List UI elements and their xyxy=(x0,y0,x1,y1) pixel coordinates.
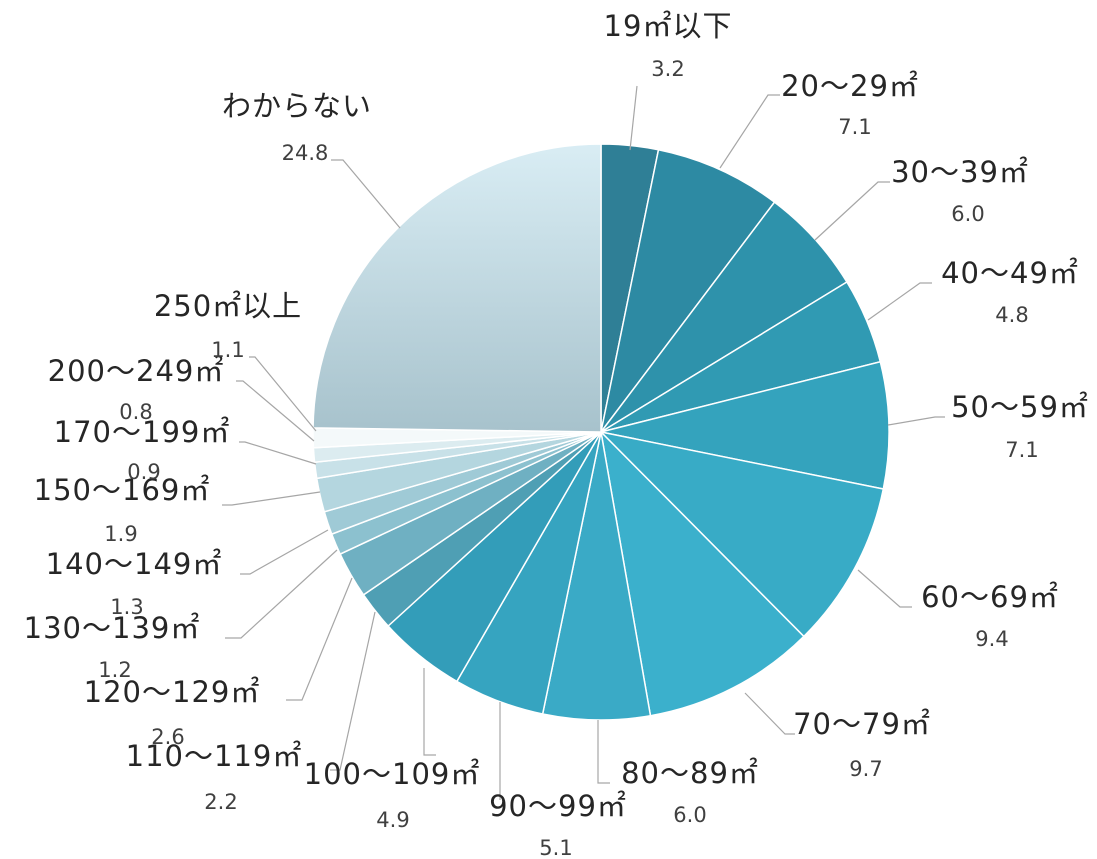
leader-line xyxy=(249,356,317,432)
leader-line xyxy=(240,529,329,575)
leader-line xyxy=(887,416,945,426)
slice-value-label: 1.1 xyxy=(211,338,244,362)
slice-labels: 19㎡以下 3.2 20〜29㎡ 7.1 30〜39㎡ 6.0 40〜49㎡ 4.8 50〜59… xyxy=(24,9,1089,859)
slice-category-label: 130〜139㎡ xyxy=(24,611,201,645)
slice-category-label: 170〜199㎡ xyxy=(54,415,231,449)
leader-line xyxy=(744,692,795,735)
slice-value-label: 5.1 xyxy=(539,836,572,859)
slice-category-label: 30〜39㎡ xyxy=(891,155,1029,189)
pie-slice xyxy=(312,143,602,433)
leader-line xyxy=(239,441,317,465)
slice-value-label: 2.6 xyxy=(151,725,184,749)
leader-line xyxy=(814,181,890,241)
slice-category-label: 140〜149㎡ xyxy=(46,547,223,581)
slice-category-label: 100〜109㎡ xyxy=(304,757,481,791)
slice-category-label: 90〜99㎡ xyxy=(489,789,627,823)
slice-category-label: 80〜89㎡ xyxy=(621,756,759,790)
pie-slices xyxy=(312,143,890,721)
slice-category-label: 70〜79㎡ xyxy=(793,707,931,741)
leader-line xyxy=(286,577,353,701)
leader-line xyxy=(222,491,321,506)
slice-category-label: 200〜249㎡ xyxy=(48,354,225,388)
slice-value-label: 6.0 xyxy=(951,202,984,226)
leader-line xyxy=(423,668,436,756)
leader-line xyxy=(330,611,376,771)
slice-value-label: 2.2 xyxy=(204,790,237,814)
leader-line xyxy=(225,549,338,639)
slice-value-label: 6.0 xyxy=(673,803,706,827)
slice-value-label: 7.1 xyxy=(838,115,871,139)
slice-value-label: 3.2 xyxy=(651,57,684,81)
leader-line xyxy=(597,720,610,784)
leader-lines xyxy=(222,85,945,800)
slice-category-label: 50〜59㎡ xyxy=(951,390,1089,424)
slice-category-label: 110〜119㎡ xyxy=(126,739,303,773)
slice-value-label: 1.3 xyxy=(110,595,143,619)
slice-value-label: 7.1 xyxy=(1005,438,1038,462)
leader-line xyxy=(719,94,780,169)
slice-value-label: 0.9 xyxy=(127,460,160,484)
slice-value-label: 4.8 xyxy=(995,303,1028,327)
slice-value-label: 4.9 xyxy=(376,808,409,832)
leader-line xyxy=(629,85,638,151)
pie-slice xyxy=(599,429,805,717)
leader-line xyxy=(867,282,932,321)
leader-line xyxy=(331,159,401,229)
slice-category-label: 120〜129㎡ xyxy=(84,675,261,709)
pie-slice xyxy=(598,430,885,638)
slice-category-label: 60〜69㎡ xyxy=(921,580,1059,614)
slice-category-label: わからない xyxy=(222,89,372,123)
slice-value-label: 9.7 xyxy=(849,757,882,781)
slice-category-label: 250㎡以上 xyxy=(154,289,302,323)
leader-line xyxy=(857,569,912,608)
slice-category-label: 150〜169㎡ xyxy=(34,473,211,507)
slice-value-label: 0.8 xyxy=(119,400,152,424)
slice-category-label: 19㎡以下 xyxy=(604,9,733,43)
slice-category-label: 40〜49㎡ xyxy=(941,256,1079,290)
pie-slice xyxy=(600,148,776,433)
slice-category-label: 20〜29㎡ xyxy=(781,69,919,103)
slice-value-label: 1.9 xyxy=(104,522,137,546)
leader-line xyxy=(236,380,315,442)
slice-value-label: 24.8 xyxy=(282,141,329,165)
slice-value-label: 1.2 xyxy=(98,658,131,682)
slice-value-label: 9.4 xyxy=(975,627,1008,651)
